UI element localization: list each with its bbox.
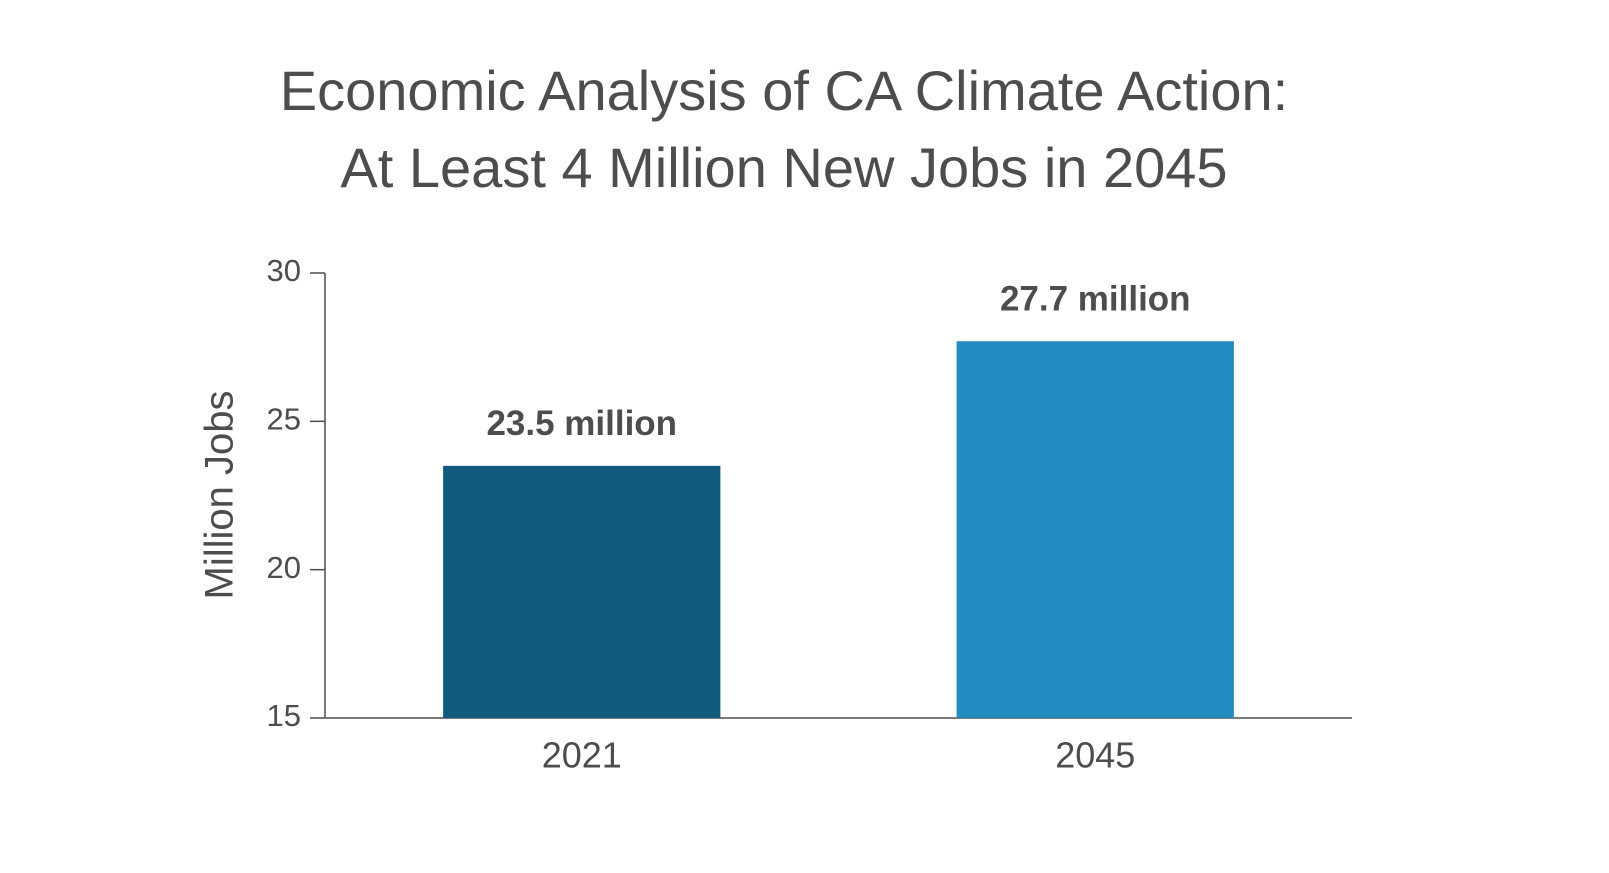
value-label: 23.5 million — [486, 404, 677, 443]
x-tick-label: 2045 — [1055, 735, 1135, 776]
bar — [956, 341, 1234, 718]
y-axis-label: Million Jobs — [198, 391, 242, 600]
bar — [443, 465, 721, 718]
value-label: 27.7 million — [1000, 279, 1191, 318]
y-tick-label: 20 — [267, 550, 301, 585]
chart-title: Economic Analysis of CA Climate Action: — [280, 59, 1288, 122]
y-tick-label: 15 — [267, 698, 301, 733]
x-tick-label: 2021 — [542, 735, 622, 776]
chart-title: At Least 4 Million New Jobs in 2045 — [340, 136, 1227, 199]
y-tick-label: 25 — [267, 402, 301, 437]
y-tick-label: 30 — [267, 253, 301, 288]
